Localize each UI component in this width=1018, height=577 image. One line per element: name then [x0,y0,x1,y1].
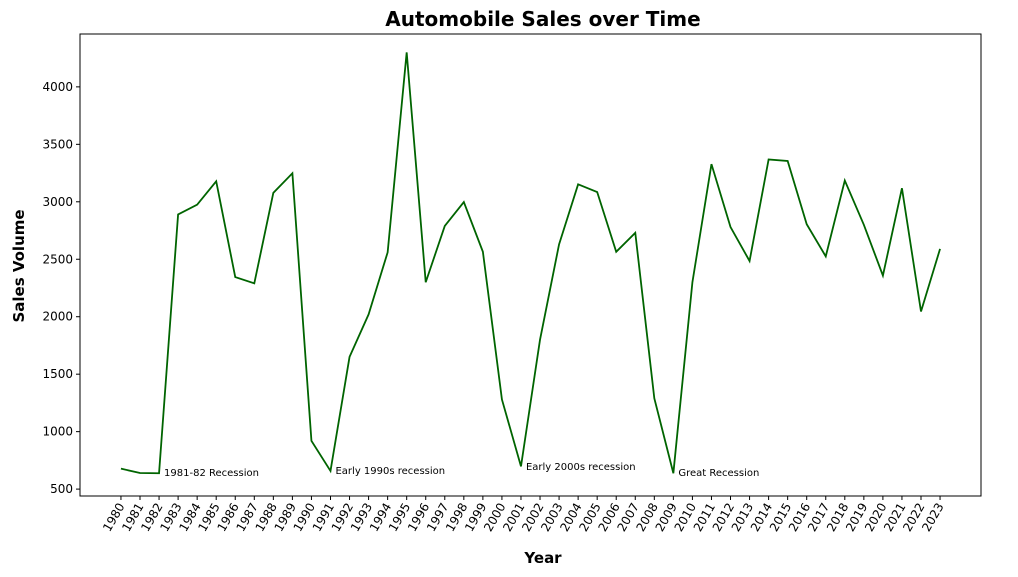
y-tick-label: 3500 [42,137,73,151]
y-tick-label: 2500 [42,252,73,266]
y-axis-label: Sales Volume [10,209,28,322]
annotation-label: Great Recession [678,468,759,479]
x-axis-label: Year [523,549,562,567]
annotation-label: 1981-82 Recession [164,468,259,479]
y-tick-label: 4000 [42,80,73,94]
plot-area: 5001000150020002500300035004000198019811… [42,33,982,534]
annotation-label: Early 2000s recession [526,462,636,473]
y-tick-label: 1500 [42,367,73,381]
y-tick-label: 1000 [42,425,73,439]
y-tick-label: 500 [50,482,73,496]
series-line-0 [120,52,941,475]
annotation-label: Early 1990s recession [335,466,445,477]
y-tick-label: 2000 [42,310,73,324]
plot-frame [79,33,982,497]
chart-title: Automobile Sales over Time [385,7,700,31]
y-tick-label: 3000 [42,195,73,209]
